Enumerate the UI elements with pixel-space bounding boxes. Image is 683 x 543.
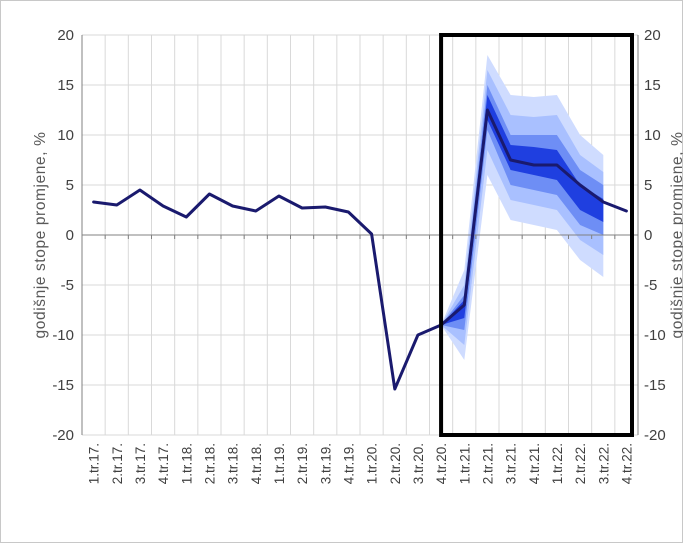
y-tick-label-left: 0 (66, 227, 74, 244)
x-tick-label: 4.tr.22. (619, 443, 634, 484)
x-tick-label: 4.tr.21. (527, 443, 542, 484)
y-tick-label-left: 10 (57, 127, 74, 144)
y-axis-label-left: godišnje stope promjene, % (32, 132, 49, 339)
zero-axis (81, 35, 639, 435)
y-axis-right: 20 15 10 5 0 -5 -10 -15 -20 (644, 27, 666, 444)
x-tick-label: 1.tr.22. (550, 443, 565, 484)
y-tick-label-right: -5 (644, 277, 657, 294)
x-tick-label: 4.tr.17. (156, 443, 171, 484)
y-axis-left: 20 15 10 5 0 -5 -10 -15 -20 (52, 27, 74, 444)
x-tick-label: 1.tr.20. (365, 443, 380, 484)
y-tick-label-right: -20 (644, 427, 666, 444)
x-tick-label: 2.tr.19. (295, 443, 310, 484)
forecast-box (439, 33, 635, 437)
x-tick-label: 2.tr.21. (480, 443, 495, 484)
y-tick-label-right: -10 (644, 327, 666, 344)
y-tick-label-left: -5 (61, 277, 74, 294)
x-tick-label: 3.tr.18. (226, 443, 241, 484)
x-axis: 1.tr.17. 2.tr.17. 3.tr.17. 4.tr.17. 1.tr.18.… (87, 443, 635, 484)
y-tick-label-right: 10 (644, 127, 661, 144)
y-tick-label-left: -20 (52, 427, 74, 444)
series-line-1 (92, 108, 628, 391)
y-tick-label-left: 20 (57, 27, 74, 44)
x-tick-label: 1.tr.21. (457, 443, 472, 484)
x-tick-label: 3.tr.21. (504, 443, 519, 484)
x-tick-label: 4.tr.20. (434, 443, 449, 484)
y-tick-label-right: 5 (644, 177, 652, 194)
x-tick-label: 2.tr.17. (110, 443, 125, 484)
x-tick-label: 1.tr.19. (272, 443, 287, 484)
x-tick-label: 1.tr.17. (87, 443, 102, 484)
x-tick-label: 4.tr.18. (249, 443, 264, 484)
forecast-box-rect (439, 33, 635, 437)
x-tick-label: 1.tr.18. (179, 443, 194, 484)
y-tick-label-right: 0 (644, 227, 652, 244)
x-tick-label: 4.tr.19. (341, 443, 356, 484)
y-tick-label-right: 15 (644, 77, 661, 94)
x-tick-label: 3.tr.19. (318, 443, 333, 484)
x-tick-label: 2.tr.22. (573, 443, 588, 484)
y-axis-label-right: godišnje stope promjene, % (669, 132, 683, 339)
y-tick-label-left: -10 (52, 327, 74, 344)
x-tick-label: 2.tr.18. (202, 443, 217, 484)
y-tick-label-left: 15 (57, 77, 74, 94)
y-tick-label-left: -15 (52, 377, 74, 394)
y-tick-label-right: 20 (644, 27, 661, 44)
x-tick-label: 2.tr.20. (388, 443, 403, 484)
y-tick-label-right: -15 (644, 377, 666, 394)
series-lines (92, 108, 628, 391)
x-tick-label: 3.tr.20. (411, 443, 426, 484)
x-tick-label: 3.tr.17. (133, 443, 148, 484)
x-tick-label: 3.tr.22. (596, 443, 611, 484)
y-tick-label-left: 5 (66, 177, 74, 194)
